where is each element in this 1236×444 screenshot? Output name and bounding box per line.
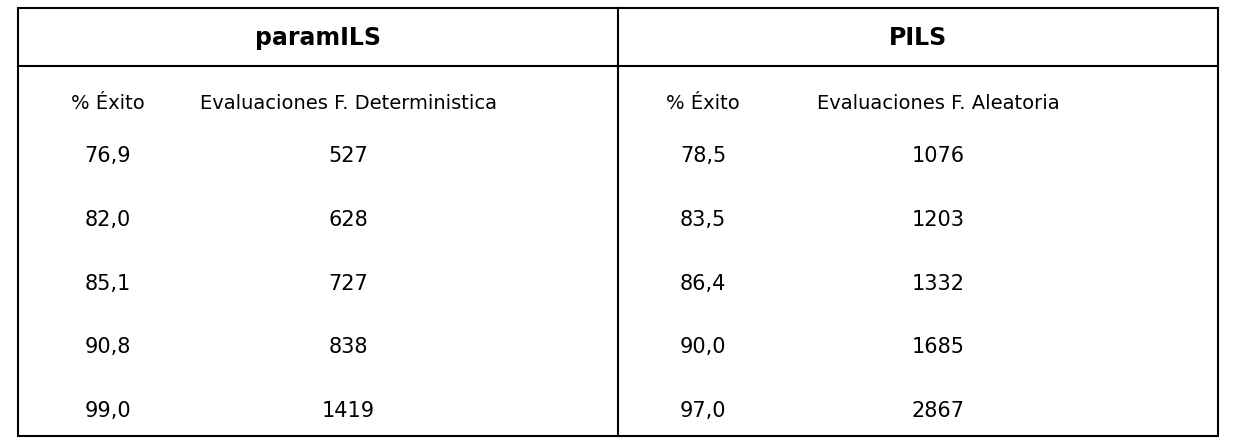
Text: 97,0: 97,0	[680, 401, 727, 421]
Text: 527: 527	[328, 146, 368, 166]
Text: 83,5: 83,5	[680, 210, 726, 230]
Text: % Éxito: % Éxito	[666, 94, 740, 112]
Text: 727: 727	[328, 274, 368, 293]
Text: PILS: PILS	[889, 26, 947, 50]
Text: 1685: 1685	[911, 337, 964, 357]
Text: 76,9: 76,9	[85, 146, 131, 166]
Text: paramILS: paramILS	[255, 26, 381, 50]
Text: 86,4: 86,4	[680, 274, 727, 293]
Text: % Éxito: % Éxito	[72, 94, 145, 112]
Text: 1076: 1076	[911, 146, 964, 166]
Text: 838: 838	[329, 337, 368, 357]
Text: Evaluaciones F. Deterministica: Evaluaciones F. Deterministica	[199, 94, 497, 112]
Text: 1332: 1332	[911, 274, 964, 293]
Text: 85,1: 85,1	[85, 274, 131, 293]
Text: 90,8: 90,8	[85, 337, 131, 357]
Text: 90,0: 90,0	[680, 337, 727, 357]
Text: 628: 628	[328, 210, 368, 230]
Text: 99,0: 99,0	[85, 401, 131, 421]
Text: 82,0: 82,0	[85, 210, 131, 230]
Text: 1203: 1203	[911, 210, 964, 230]
Text: 1419: 1419	[321, 401, 375, 421]
Text: 78,5: 78,5	[680, 146, 726, 166]
Text: Evaluaciones F. Aleatoria: Evaluaciones F. Aleatoria	[817, 94, 1059, 112]
Text: 2867: 2867	[911, 401, 964, 421]
